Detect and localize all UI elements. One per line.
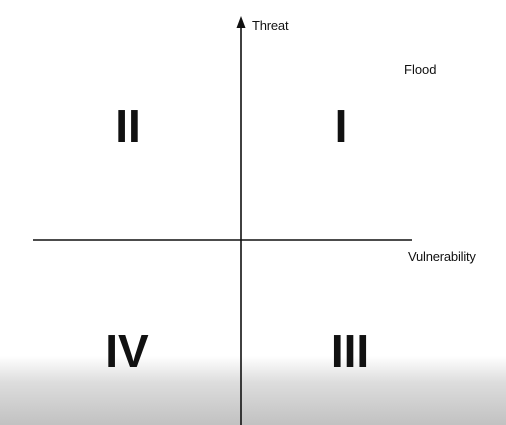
quadrant-label-2: II bbox=[115, 100, 141, 152]
quadrant-label-3: III bbox=[330, 325, 370, 377]
quadrant-label-4: IV bbox=[105, 325, 149, 377]
quadrant-label-1: I bbox=[334, 100, 348, 152]
x-axis-label: Vulnerability bbox=[408, 249, 476, 264]
y-axis-label: Threat bbox=[252, 18, 289, 33]
vertical-axis-arrow-icon bbox=[236, 16, 246, 28]
flood-item-label: Flood bbox=[404, 62, 437, 77]
